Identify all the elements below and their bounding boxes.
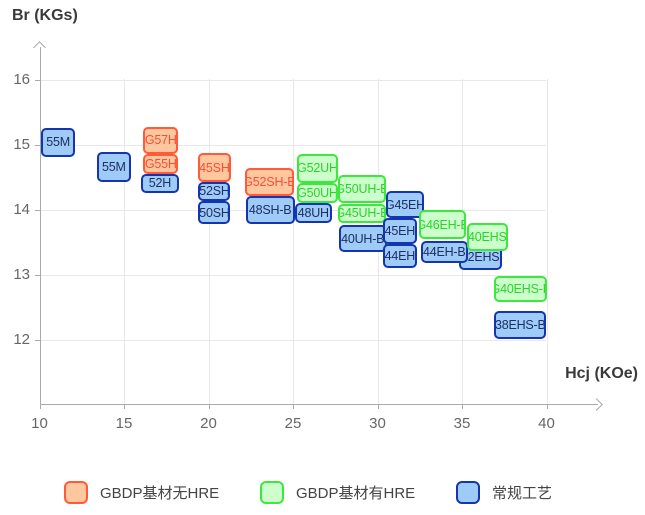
x-tick-label-30: 30: [369, 415, 386, 432]
legend-swatch-orange: [64, 481, 88, 504]
grade-box-45SH: 45SH: [197, 153, 232, 183]
grade-box-44EH: 44EH: [382, 244, 418, 269]
grade-box-G52UH: G52UH: [297, 154, 338, 183]
x-tick-40: [546, 404, 548, 409]
grade-box-G55H: G55H: [143, 154, 179, 174]
grade-box-40UH-B: 40UH-B: [338, 224, 387, 253]
y-tick-label-12: 12: [13, 331, 30, 348]
grade-box-G50UH: G50UH: [297, 182, 338, 203]
grade-box-G52SH-B: G52SH-B: [244, 168, 294, 197]
y-tick-15: [34, 145, 40, 146]
x-tick-label-25: 25: [284, 415, 302, 432]
grade-box-G50UH-B: G50UH-B: [337, 174, 386, 204]
y-tick-14: [34, 210, 40, 211]
x-axis-title: Hcj (KOe): [565, 365, 638, 382]
grade-box-38EHS-B: 38EHS-B: [494, 310, 547, 340]
gridline-x-20: [208, 79, 210, 404]
y-tick-label-16: 16: [13, 71, 30, 88]
grade-box-52SH: 52SH: [198, 182, 231, 201]
grade-box-48SH-B: 48SH-B: [245, 196, 295, 225]
y-axis-line: [39, 47, 41, 404]
y-axis-arrow-icon: [33, 41, 46, 54]
legend: GBDP基材无HRE GBDP基材有HRE 常规工艺: [0, 480, 645, 506]
y-tick-13: [34, 275, 40, 276]
x-tick-10: [39, 404, 41, 409]
grade-box-45EH: 45EH: [382, 218, 418, 245]
gridline-x-25: [293, 79, 294, 404]
gridline-y-13: [39, 275, 546, 276]
x-tick-label-15: 15: [115, 415, 133, 432]
legend-swatch-green: [260, 481, 284, 504]
x-tick-label-35: 35: [453, 415, 471, 432]
y-tick-label-15: 15: [13, 136, 30, 153]
x-axis-line: [39, 404, 598, 405]
x-tick-20: [208, 404, 210, 409]
x-tick-label-10: 10: [31, 415, 48, 432]
legend-label: GBDP基材无HRE: [100, 485, 220, 502]
grade-box-G46EH-B: G46EH-B: [418, 210, 467, 240]
x-tick-30: [377, 404, 379, 409]
grade-box-G45EH: G45EH: [385, 191, 424, 219]
gridline-y-12: [39, 340, 546, 341]
x-tick-15: [124, 404, 125, 409]
legend-item-green[interactable]: GBDP基材有HRE: [260, 481, 415, 504]
x-tick-35: [462, 404, 463, 409]
y-tick-label-14: 14: [13, 201, 30, 218]
grade-box-G57H: G57H: [143, 126, 179, 155]
x-tick-label-20: 20: [200, 415, 217, 432]
grade-box-G45UH-B: G45UH-B: [337, 203, 386, 223]
grade-box-40EHS: 40EHS: [467, 223, 508, 251]
grade-box-50SH: 50SH: [198, 200, 231, 225]
y-tick-label-13: 13: [13, 266, 30, 283]
y-axis-title: Br (KGs): [12, 7, 78, 24]
grade-box-G40EHS-B: G40EHS-B: [494, 276, 548, 302]
grade-box-52H: 52H: [140, 173, 179, 194]
legend-label: 常规工艺: [492, 485, 553, 502]
grade-box-44EH-B: 44EH-B: [420, 241, 468, 264]
y-tick-12: [34, 340, 40, 341]
gridline-y-15: [39, 145, 546, 146]
legend-item-blue[interactable]: 常规工艺: [456, 481, 552, 504]
gridline-y-16: [39, 80, 546, 81]
gridline-x-15: [124, 79, 125, 404]
legend-swatch-blue: [456, 481, 480, 504]
legend-item-orange[interactable]: GBDP基材无HRE: [64, 481, 219, 504]
x-tick-25: [293, 404, 294, 409]
y-tick-16: [34, 80, 40, 81]
x-tick-label-40: 40: [538, 415, 555, 432]
grade-box-48UH: 48UH: [294, 202, 332, 223]
x-axis-arrow-icon: [590, 397, 603, 411]
gridline-x-40: [546, 79, 548, 404]
grade-box-55M: 55M: [96, 151, 131, 183]
grade-box-55M: 55M: [41, 128, 75, 157]
legend-label: GBDP基材有HRE: [296, 485, 416, 502]
